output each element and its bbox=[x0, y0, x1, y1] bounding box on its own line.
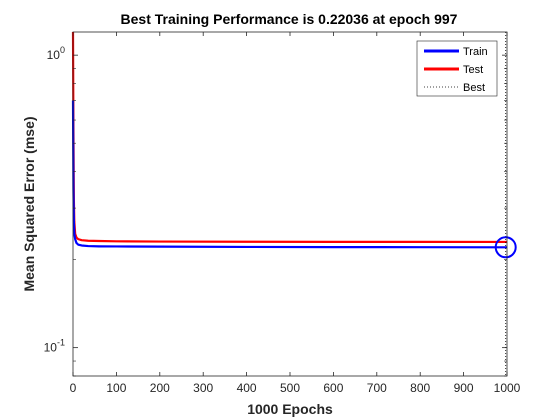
y-tick-label: 100 bbox=[47, 45, 65, 62]
x-tick-label: 100 bbox=[106, 381, 126, 395]
y-axis-label: Mean Squared Error (mse) bbox=[21, 116, 37, 291]
x-tick-label: 700 bbox=[367, 381, 387, 395]
x-tick-label: 900 bbox=[454, 381, 474, 395]
y-tick-label: 10-1 bbox=[44, 338, 65, 355]
legend-test-label: Test bbox=[463, 64, 483, 76]
series-train-line bbox=[71, 100, 507, 249]
x-tick-label: 400 bbox=[237, 381, 257, 395]
best-epoch-marker bbox=[494, 236, 517, 259]
y-ticks: 10-1 100 bbox=[44, 45, 507, 377]
x-tick-label: 600 bbox=[323, 381, 343, 395]
x-ticks: 0 100 200 300 400 500 600 700 800 900 1000 bbox=[70, 32, 521, 395]
legend: Train Test Best bbox=[416, 40, 498, 97]
legend-train-label: Train bbox=[463, 46, 488, 58]
best-layer bbox=[494, 32, 517, 376]
legend-best-label: Best bbox=[463, 82, 485, 94]
series-layer bbox=[71, 31, 507, 249]
x-tick-label: 500 bbox=[280, 381, 300, 395]
x-tick-label: 1000 bbox=[494, 381, 521, 395]
x-tick-label: 0 bbox=[70, 381, 77, 395]
x-tick-label: 200 bbox=[150, 381, 170, 395]
chart-title: Best Training Performance is 0.22036 at … bbox=[121, 11, 458, 27]
x-tick-label: 800 bbox=[410, 381, 430, 395]
x-tick-label: 300 bbox=[193, 381, 213, 395]
x-axis-label: 1000 Epochs bbox=[247, 401, 333, 417]
